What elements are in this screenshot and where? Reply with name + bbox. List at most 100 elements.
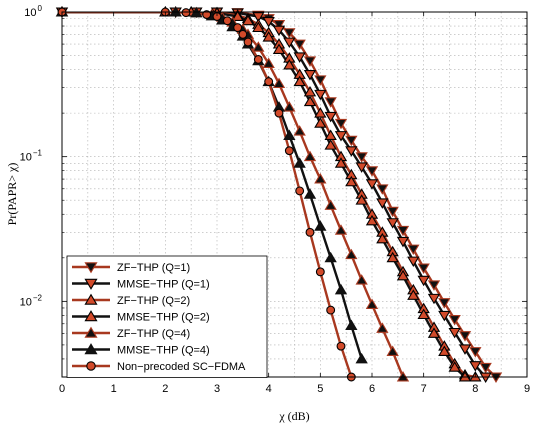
series-1-marker xyxy=(334,118,348,130)
series-4-marker xyxy=(324,139,337,150)
x-tick-label: 1 xyxy=(111,383,117,395)
legend-label-5: ZF−THP (Q=4) xyxy=(117,328,190,340)
series-2-marker xyxy=(303,70,317,81)
series-1-marker xyxy=(458,331,472,342)
series-4-marker xyxy=(272,43,286,55)
y-tick-label: 10−1 xyxy=(20,149,43,164)
y-axis-label: Pr(PAPR> χ) xyxy=(5,163,19,226)
legend-marker-7 xyxy=(86,361,96,371)
series-4-marker xyxy=(314,117,327,128)
x-tick-label: 0 xyxy=(59,383,65,395)
y-tick-label: 10−2 xyxy=(20,293,43,308)
series-6-marker xyxy=(345,319,358,331)
series-6-marker xyxy=(303,188,317,199)
series-1-marker xyxy=(314,75,327,86)
series-1-marker xyxy=(376,184,389,195)
series-1-marker xyxy=(324,97,337,108)
series-7-marker xyxy=(222,16,232,26)
series-2-marker xyxy=(314,89,327,101)
series-1-marker xyxy=(303,56,317,67)
x-tick-label: 6 xyxy=(369,383,375,395)
series-1-marker xyxy=(386,206,399,218)
series-7-marker xyxy=(305,227,315,237)
series-1-marker xyxy=(417,263,430,275)
series-4-marker xyxy=(355,194,368,205)
series-2-marker xyxy=(324,111,337,123)
series-3-marker xyxy=(314,107,327,118)
x-tick-label: 7 xyxy=(421,383,427,395)
series-2-marker xyxy=(479,372,492,384)
legend-marker-3 xyxy=(84,293,98,305)
x-tick-label: 2 xyxy=(162,383,168,395)
series-1-marker xyxy=(293,39,306,51)
x-axis-ticks: 0 1 2 3 4 5 6 7 8 9 xyxy=(59,12,530,395)
series-4-marker xyxy=(231,10,244,22)
plot-frame xyxy=(61,11,528,378)
series-5-marker xyxy=(262,57,275,69)
series-5-marker xyxy=(376,322,389,333)
grid xyxy=(62,12,527,377)
series-2-marker xyxy=(272,25,286,37)
series-5-marker xyxy=(324,199,337,210)
series-4-marker xyxy=(396,269,410,281)
series-4-marker xyxy=(376,232,389,244)
series-1-marker xyxy=(448,314,461,326)
series-1-marker xyxy=(438,298,451,309)
series-7-marker xyxy=(295,186,305,196)
legend-marker-4 xyxy=(84,310,98,322)
series-2-marker xyxy=(458,344,472,355)
legend-label-1: ZF−THP (Q=1) xyxy=(117,262,190,274)
series-7-marker xyxy=(336,341,346,351)
series-4-marker xyxy=(252,21,265,33)
series-6-marker xyxy=(283,129,296,140)
series-2-marker xyxy=(448,327,461,339)
series-1-marker xyxy=(469,347,482,358)
series-4-marker xyxy=(427,327,441,338)
series-2-marker xyxy=(252,12,265,23)
series-7-marker xyxy=(238,29,248,39)
series-4-marker xyxy=(365,214,379,226)
series-2-marker xyxy=(386,218,399,229)
series-2-marker xyxy=(438,310,451,322)
x-tick-label: 9 xyxy=(524,383,530,395)
series-4-marker xyxy=(458,370,472,382)
series-5-marker xyxy=(365,298,379,310)
series-markers xyxy=(55,5,503,384)
series-2-marker xyxy=(427,293,441,305)
series-2-marker xyxy=(345,146,358,157)
series-5-marker xyxy=(314,173,327,184)
series-5-marker xyxy=(386,345,399,356)
series-2-marker xyxy=(334,131,348,142)
series-4-marker xyxy=(417,308,430,320)
series-5-marker xyxy=(272,77,286,89)
series-6-marker xyxy=(169,5,182,17)
legend-label-3: ZF−THP (Q=2) xyxy=(117,295,190,307)
series-1-marker xyxy=(283,28,296,39)
series-1-marker xyxy=(355,152,368,163)
series-6-marker xyxy=(293,157,306,168)
series-5-marker xyxy=(283,101,296,112)
series-1-marker xyxy=(427,280,441,291)
series-7-marker xyxy=(181,8,191,18)
series-4-marker xyxy=(283,59,296,70)
x-tick-label: 8 xyxy=(472,383,478,395)
series-1-marker xyxy=(345,135,358,147)
series-1-marker xyxy=(272,20,286,31)
series-1-marker xyxy=(489,372,503,384)
series-4-marker xyxy=(448,361,461,372)
series-7-marker xyxy=(264,77,274,87)
legend-marker-1 xyxy=(84,262,98,274)
series-4-marker xyxy=(334,157,348,168)
series-5-marker xyxy=(334,224,348,235)
series-4-marker xyxy=(407,289,420,300)
series-5-marker xyxy=(252,41,265,52)
series-5-marker xyxy=(303,150,317,162)
legend-marker-2 xyxy=(84,278,98,290)
series-1-marker xyxy=(407,244,420,256)
series-5-marker xyxy=(355,274,368,285)
series-5-marker xyxy=(293,125,306,136)
series-2-marker xyxy=(417,275,430,287)
series-2-marker xyxy=(262,17,275,28)
series-1-marker xyxy=(396,225,410,237)
